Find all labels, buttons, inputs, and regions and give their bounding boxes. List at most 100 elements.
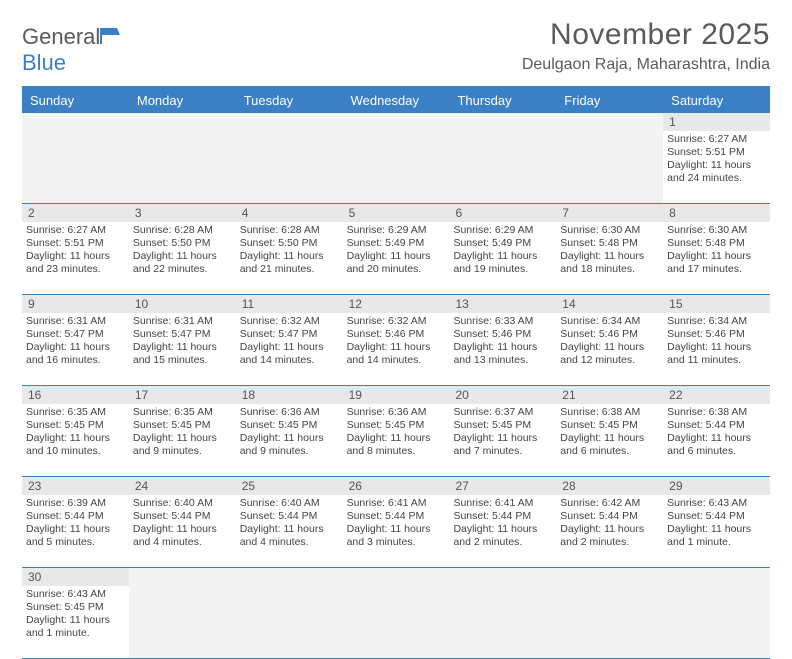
- day-number: [129, 113, 236, 131]
- cell-line: and 2 minutes.: [560, 536, 659, 549]
- cell-line: Daylight: 11 hours: [240, 250, 339, 263]
- cell-line: and 4 minutes.: [133, 536, 232, 549]
- cell-line: and 12 minutes.: [560, 354, 659, 367]
- cell-line: Daylight: 11 hours: [26, 250, 125, 263]
- day-header: Friday: [556, 88, 663, 113]
- calendar-cell: Sunrise: 6:34 AMSunset: 5:46 PMDaylight:…: [663, 313, 770, 385]
- cell-line: Daylight: 11 hours: [26, 432, 125, 445]
- calendar-cell: Sunrise: 6:34 AMSunset: 5:46 PMDaylight:…: [556, 313, 663, 385]
- cell-line: Sunset: 5:46 PM: [453, 328, 552, 341]
- calendar-cell: [556, 586, 663, 658]
- cell-line: Sunset: 5:44 PM: [26, 510, 125, 523]
- cell-line: and 1 minute.: [667, 536, 766, 549]
- day-number: [236, 568, 343, 586]
- day-header: Monday: [129, 88, 236, 113]
- cell-line: and 7 minutes.: [453, 445, 552, 458]
- day-number: 23: [22, 477, 129, 495]
- cell-line: and 14 minutes.: [347, 354, 446, 367]
- daynum-row: 2345678: [22, 204, 770, 222]
- calendar-cell: Sunrise: 6:31 AMSunset: 5:47 PMDaylight:…: [22, 313, 129, 385]
- cell-line: Sunset: 5:51 PM: [667, 146, 766, 159]
- calendar-cell: Sunrise: 6:41 AMSunset: 5:44 PMDaylight:…: [449, 495, 556, 567]
- cell-line: Sunrise: 6:28 AM: [133, 224, 232, 237]
- cell-line: Daylight: 11 hours: [560, 341, 659, 354]
- day-number: 26: [343, 477, 450, 495]
- day-number: 5: [343, 204, 450, 222]
- daynum-row: 30: [22, 568, 770, 586]
- calendar: SundayMondayTuesdayWednesdayThursdayFrid…: [22, 86, 770, 659]
- cell-line: Sunrise: 6:38 AM: [560, 406, 659, 419]
- cell-line: Sunrise: 6:43 AM: [26, 588, 125, 601]
- cell-line: Sunset: 5:44 PM: [667, 510, 766, 523]
- cell-line: Sunrise: 6:36 AM: [240, 406, 339, 419]
- cell-line: Sunset: 5:44 PM: [133, 510, 232, 523]
- logo: GeneralBlue: [22, 24, 122, 76]
- day-number: 8: [663, 204, 770, 222]
- cell-line: and 1 minute.: [26, 627, 125, 640]
- daynum-row: 23242526272829: [22, 477, 770, 495]
- day-number: 19: [343, 386, 450, 404]
- day-header-row: SundayMondayTuesdayWednesdayThursdayFrid…: [22, 88, 770, 113]
- calendar-cell: [556, 131, 663, 203]
- day-number: 16: [22, 386, 129, 404]
- cell-line: and 18 minutes.: [560, 263, 659, 276]
- calendar-cell: Sunrise: 6:38 AMSunset: 5:45 PMDaylight:…: [556, 404, 663, 476]
- cell-line: Daylight: 11 hours: [133, 250, 232, 263]
- calendar-cell: Sunrise: 6:30 AMSunset: 5:48 PMDaylight:…: [663, 222, 770, 294]
- day-number: [449, 568, 556, 586]
- cell-line: and 15 minutes.: [133, 354, 232, 367]
- title-block: November 2025 Deulgaon Raja, Maharashtra…: [522, 18, 770, 74]
- day-number: 3: [129, 204, 236, 222]
- calendar-cell: [343, 131, 450, 203]
- cell-line: Sunset: 5:45 PM: [133, 419, 232, 432]
- cell-line: Sunset: 5:45 PM: [347, 419, 446, 432]
- calendar-cell: [343, 586, 450, 658]
- cell-line: Sunset: 5:48 PM: [667, 237, 766, 250]
- calendar-cell: Sunrise: 6:36 AMSunset: 5:45 PMDaylight:…: [236, 404, 343, 476]
- cell-line: Daylight: 11 hours: [560, 432, 659, 445]
- day-number: 25: [236, 477, 343, 495]
- cell-line: Sunrise: 6:34 AM: [560, 315, 659, 328]
- cell-line: Sunset: 5:44 PM: [560, 510, 659, 523]
- cell-line: Daylight: 11 hours: [26, 523, 125, 536]
- logo-name1: General: [22, 24, 100, 49]
- cell-line: Daylight: 11 hours: [133, 523, 232, 536]
- cell-line: Daylight: 11 hours: [560, 250, 659, 263]
- calendar-cell: Sunrise: 6:42 AMSunset: 5:44 PMDaylight:…: [556, 495, 663, 567]
- day-number: 30: [22, 568, 129, 586]
- cell-line: Daylight: 11 hours: [667, 250, 766, 263]
- cell-line: Sunrise: 6:29 AM: [453, 224, 552, 237]
- day-number: 11: [236, 295, 343, 313]
- calendar-cell: [236, 131, 343, 203]
- cell-line: Daylight: 11 hours: [26, 341, 125, 354]
- day-number: 18: [236, 386, 343, 404]
- day-header: Saturday: [663, 88, 770, 113]
- cell-line: Daylight: 11 hours: [560, 523, 659, 536]
- cell-line: Sunrise: 6:31 AM: [133, 315, 232, 328]
- cell-line: Sunset: 5:46 PM: [347, 328, 446, 341]
- calendar-cell: Sunrise: 6:31 AMSunset: 5:47 PMDaylight:…: [129, 313, 236, 385]
- day-number: [129, 568, 236, 586]
- cell-line: Daylight: 11 hours: [240, 523, 339, 536]
- day-number: [343, 568, 450, 586]
- cell-line: Daylight: 11 hours: [453, 523, 552, 536]
- cell-line: and 16 minutes.: [26, 354, 125, 367]
- cell-line: Sunrise: 6:41 AM: [347, 497, 446, 510]
- cell-line: Sunrise: 6:30 AM: [667, 224, 766, 237]
- cell-line: Sunset: 5:44 PM: [240, 510, 339, 523]
- calendar-cell: Sunrise: 6:27 AMSunset: 5:51 PMDaylight:…: [22, 222, 129, 294]
- cell-line: Daylight: 11 hours: [667, 159, 766, 172]
- cell-line: Sunset: 5:45 PM: [453, 419, 552, 432]
- cell-line: Sunrise: 6:27 AM: [667, 133, 766, 146]
- cell-line: Daylight: 11 hours: [453, 341, 552, 354]
- calendar-cell: Sunrise: 6:30 AMSunset: 5:48 PMDaylight:…: [556, 222, 663, 294]
- cell-line: Daylight: 11 hours: [133, 341, 232, 354]
- week-row: Sunrise: 6:27 AMSunset: 5:51 PMDaylight:…: [22, 131, 770, 204]
- cell-line: Daylight: 11 hours: [453, 432, 552, 445]
- cell-line: and 17 minutes.: [667, 263, 766, 276]
- page-title: November 2025: [522, 18, 770, 52]
- cell-line: and 3 minutes.: [347, 536, 446, 549]
- cell-line: Sunrise: 6:41 AM: [453, 497, 552, 510]
- page-subtitle: Deulgaon Raja, Maharashtra, India: [522, 56, 770, 74]
- cell-line: and 23 minutes.: [26, 263, 125, 276]
